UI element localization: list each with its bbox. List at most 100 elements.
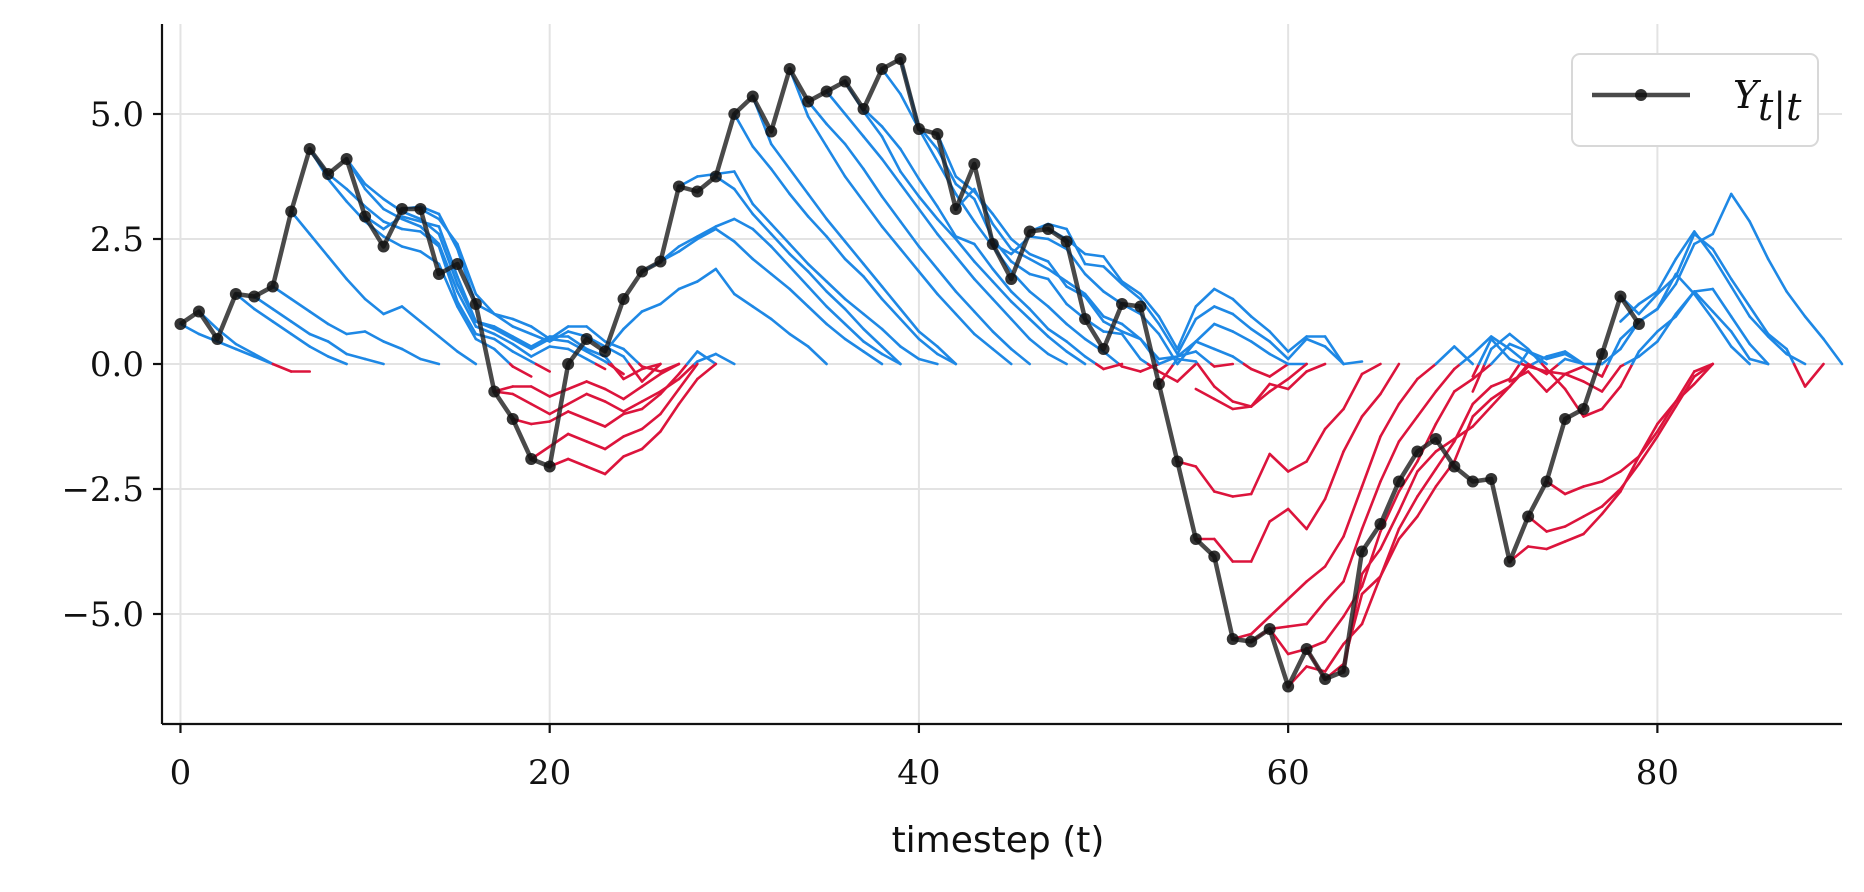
series-29-segment <box>1065 340 1087 358</box>
series-49-segment <box>1656 400 1678 433</box>
series-19-segment <box>751 257 773 276</box>
series-44-segment <box>1545 352 1567 361</box>
series-51-segment <box>1711 317 1733 348</box>
x-tick-label: 20 <box>528 753 571 793</box>
series-22-segment <box>769 232 791 256</box>
series-29-segment <box>1046 327 1068 343</box>
series-48-segment <box>1563 515 1585 528</box>
series-45-segment <box>1557 357 1567 366</box>
series-15-segment <box>585 417 607 428</box>
series-40-segment <box>1286 507 1308 531</box>
series-4-segment <box>345 330 367 336</box>
series-12-segment <box>627 362 644 383</box>
series-20-segment <box>769 245 791 268</box>
series-42-segment <box>1397 415 1419 443</box>
series-55-segment <box>1748 305 1770 336</box>
y-tick-label: −5.0 <box>61 595 144 635</box>
series-43-segment <box>1434 390 1456 426</box>
series-28-segment <box>973 260 995 283</box>
series-11-segment <box>511 317 533 328</box>
series-20-segment <box>733 217 755 231</box>
observed-point <box>1116 298 1128 310</box>
series-19-segment <box>733 240 755 261</box>
series-1-segment <box>271 362 293 373</box>
series-22-segment <box>862 327 884 348</box>
series-54-segment <box>1711 255 1733 288</box>
series-25-segment <box>899 247 921 273</box>
series-26-segment <box>825 122 847 146</box>
series-8-segment <box>493 332 515 346</box>
series-19-segment <box>677 237 699 253</box>
series-47-segment <box>1563 532 1585 543</box>
series-43-segment <box>1453 377 1475 393</box>
series-13-segment <box>659 362 681 376</box>
series-35-segment <box>1286 337 1308 361</box>
observed-point <box>1392 475 1405 488</box>
series-8-segment <box>456 290 478 328</box>
legend-box <box>1571 53 1819 147</box>
series-41-segment <box>1323 535 1345 568</box>
series-41-segment <box>1360 435 1382 488</box>
observed-point <box>986 238 999 250</box>
series-22-segment <box>733 187 755 216</box>
series-52-segment <box>1748 357 1770 366</box>
series-46-segment <box>1416 450 1438 473</box>
series-24-segment <box>769 142 791 171</box>
series-29-segment <box>1009 290 1031 311</box>
series-19-segment <box>769 272 791 291</box>
series-7-segment <box>474 332 496 341</box>
series-6-segment <box>511 365 533 378</box>
series-25-segment <box>954 312 976 336</box>
series-36-segment <box>1249 315 1271 333</box>
series-28-segment <box>880 135 902 173</box>
observed-point <box>1319 673 1332 685</box>
series-20-segment <box>862 340 884 356</box>
y-tick-label: −2.5 <box>61 470 144 510</box>
series-34-segment <box>1213 322 1235 333</box>
observed-point <box>1097 343 1110 355</box>
series-33-segment <box>1120 322 1142 341</box>
series-25-segment <box>862 200 884 228</box>
observed-point <box>636 265 648 278</box>
series-50-segment <box>1526 370 1548 393</box>
series-21-segment <box>769 222 791 246</box>
series-51-segment <box>1582 365 1604 378</box>
series-11-segment <box>640 365 662 373</box>
series-28-segment <box>862 110 884 138</box>
series-27-segment <box>954 255 976 281</box>
series-46-segment <box>1489 385 1511 408</box>
series-31-segment <box>1120 332 1142 361</box>
series-5-segment <box>326 255 348 281</box>
series-42-segment <box>1434 367 1456 393</box>
series-26-segment <box>917 245 939 271</box>
series-22-segment <box>806 270 828 293</box>
observed-point <box>765 125 778 138</box>
series-18-segment <box>751 305 773 321</box>
observed-point <box>1614 290 1627 303</box>
series-30-segment <box>1065 322 1087 341</box>
series-7-segment <box>534 362 551 373</box>
series-42-segment <box>1453 362 1462 371</box>
series-19-segment <box>843 337 865 353</box>
observed-point <box>1060 235 1073 248</box>
observed-point <box>1171 455 1184 468</box>
series-29-segment <box>1094 362 1105 371</box>
series-52-segment <box>1693 290 1715 313</box>
series-17-segment <box>696 362 718 381</box>
series-15-segment <box>685 350 699 366</box>
series-41-segment <box>1397 377 1419 406</box>
series-29-segment <box>954 235 976 246</box>
series-30-segment <box>1120 365 1142 373</box>
series-14-segment <box>585 392 607 403</box>
series-28-segment <box>1065 350 1087 366</box>
series-20-segment <box>806 285 828 308</box>
series-35-segment <box>1194 305 1216 321</box>
series-5-segment <box>456 350 478 366</box>
series-48-segment <box>1545 525 1567 533</box>
series-47-segment <box>1526 545 1548 551</box>
series-3-segment <box>326 340 348 356</box>
series-33-segment <box>1268 362 1290 378</box>
series-36-segment <box>1139 292 1161 318</box>
series-50-segment <box>1711 287 1733 318</box>
x-tick-label: 0 <box>170 753 192 793</box>
